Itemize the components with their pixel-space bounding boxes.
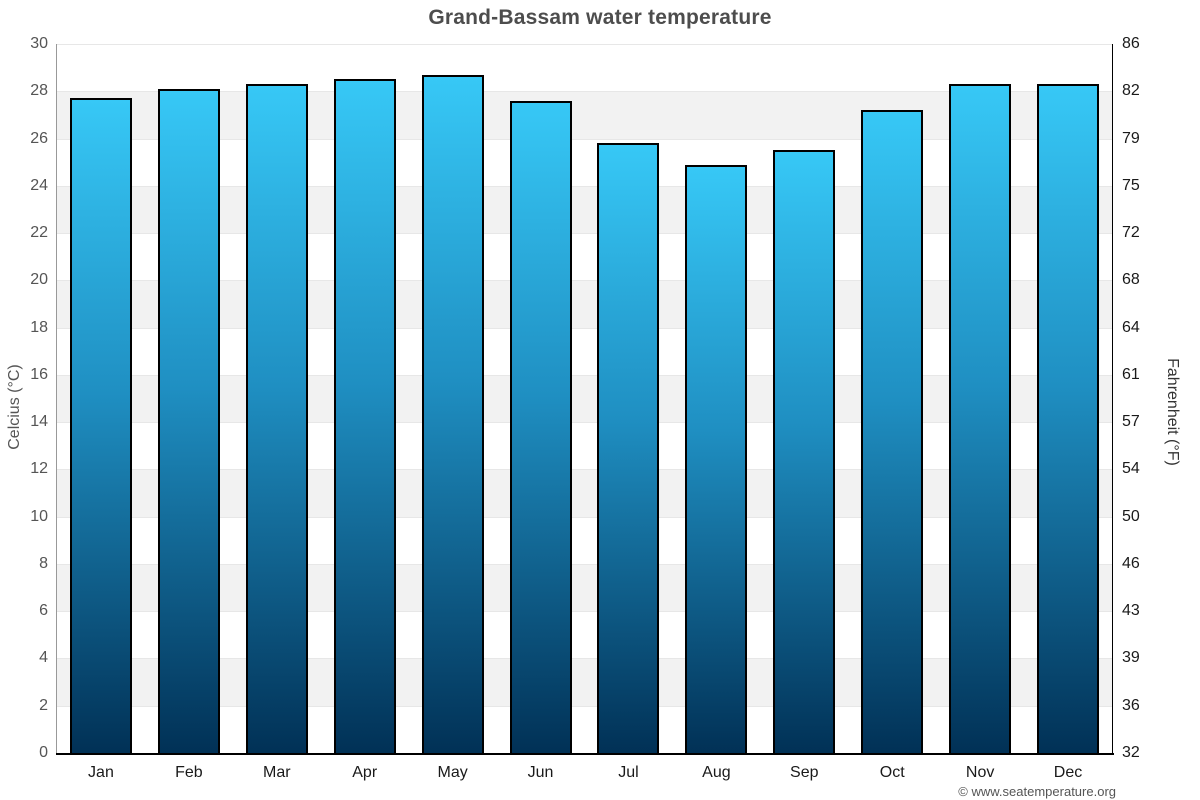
y-tick-label-celsius: 28 [30, 82, 48, 100]
y-tick-label-celsius: 2 [39, 696, 48, 714]
gridline [57, 611, 1112, 613]
grid-band [57, 185, 1112, 234]
bar-sep[interactable] [773, 150, 836, 753]
y-tick-label-fahrenheit: 32 [1122, 744, 1140, 761]
y-tick-label-celsius: 24 [30, 176, 48, 194]
y-tick-label-celsius: 10 [30, 507, 48, 525]
x-tick-label-feb: Feb [175, 764, 203, 781]
x-tick-label-may: May [437, 764, 468, 781]
gridline [57, 44, 1112, 45]
x-tick-label-aug: Aug [702, 764, 731, 781]
y-tick-label-celsius: 18 [30, 318, 48, 336]
grid-band [57, 563, 1112, 612]
gridline [57, 138, 1112, 140]
x-tick-label-apr: Apr [352, 764, 378, 781]
y-tick-label-celsius: 16 [30, 365, 48, 383]
x-tick-label-mar: Mar [263, 764, 291, 781]
bar-nov[interactable] [949, 84, 1012, 753]
bar-jan[interactable] [69, 98, 132, 753]
x-tick-label-dec: Dec [1053, 764, 1083, 781]
y-tick-label-celsius: 0 [39, 744, 48, 761]
y-tick-label-fahrenheit: 75 [1122, 176, 1140, 194]
y-axis-line-right [1112, 44, 1113, 755]
gridline [57, 374, 1112, 376]
y-tick-label-fahrenheit: 86 [1122, 35, 1140, 52]
y-tick-label-fahrenheit: 79 [1122, 129, 1140, 147]
gridline [57, 516, 1112, 518]
gridline [57, 469, 1112, 471]
chart-title: Grand-Bassam water temperature [428, 6, 772, 29]
y-tick-label-fahrenheit: 68 [1122, 271, 1140, 289]
grid-band [57, 469, 1112, 517]
y-tick-label-fahrenheit: 72 [1122, 224, 1140, 242]
x-tick-label-nov: Nov [965, 764, 995, 781]
gridline [57, 327, 1112, 329]
grid-band [57, 280, 1112, 328]
y-tick-label-fahrenheit: 43 [1122, 602, 1140, 620]
y-tick-label-fahrenheit: 46 [1122, 554, 1140, 572]
y-tick-label-fahrenheit: 61 [1122, 365, 1140, 383]
y-tick-label-fahrenheit: 54 [1122, 460, 1140, 478]
grid-band [57, 374, 1112, 423]
x-tick-label-oct: Oct [879, 764, 905, 781]
x-axis-line [56, 753, 1114, 755]
gridline [57, 422, 1112, 424]
bar-aug[interactable] [685, 164, 748, 753]
bar-feb[interactable] [157, 88, 220, 753]
y-tick-label-celsius: 8 [39, 554, 48, 572]
y-tick-label-celsius: 6 [39, 602, 48, 620]
x-tick-label-jun: Jun [527, 764, 554, 781]
y-tick-label-celsius: 22 [30, 224, 48, 242]
y-tick-label-celsius: 26 [30, 129, 48, 147]
gridline [57, 658, 1112, 660]
gridline [57, 233, 1112, 235]
x-tick-label-sep: Sep [790, 764, 819, 781]
y-axis-line-left [56, 44, 57, 755]
bar-mar[interactable] [245, 84, 308, 753]
gridline [57, 705, 1112, 707]
bar-jun[interactable] [509, 100, 572, 753]
grid-band [57, 658, 1112, 706]
y-tick-label-fahrenheit: 50 [1122, 507, 1140, 525]
gridline [57, 563, 1112, 565]
y-tick-label-celsius: 12 [30, 460, 48, 478]
y-tick-label-fahrenheit: 82 [1122, 82, 1140, 100]
bar-jul[interactable] [597, 143, 660, 753]
plot-area [57, 44, 1112, 753]
bar-apr[interactable] [333, 79, 396, 753]
y-tick-label-fahrenheit: 64 [1122, 318, 1140, 336]
y-tick-label-fahrenheit: 39 [1122, 649, 1140, 667]
grid-band [57, 91, 1112, 139]
y-tick-label-fahrenheit: 36 [1122, 696, 1140, 714]
gridline [57, 91, 1112, 93]
gridline [57, 280, 1112, 282]
gridline [57, 185, 1112, 187]
y-tick-label-fahrenheit: 57 [1122, 413, 1140, 431]
y-tick-label-celsius: 14 [30, 413, 48, 431]
bar-oct[interactable] [861, 110, 924, 753]
bar-dec[interactable] [1037, 84, 1100, 753]
x-tick-label-jul: Jul [618, 764, 639, 781]
x-tick-label-jan: Jan [88, 764, 114, 781]
bar-may[interactable] [421, 74, 484, 753]
y-tick-label-celsius: 30 [30, 35, 48, 52]
y-tick-label-celsius: 20 [30, 271, 48, 289]
copyright-link[interactable]: © www.seatemperature.org [958, 784, 1116, 799]
y-tick-label-celsius: 4 [39, 649, 48, 667]
